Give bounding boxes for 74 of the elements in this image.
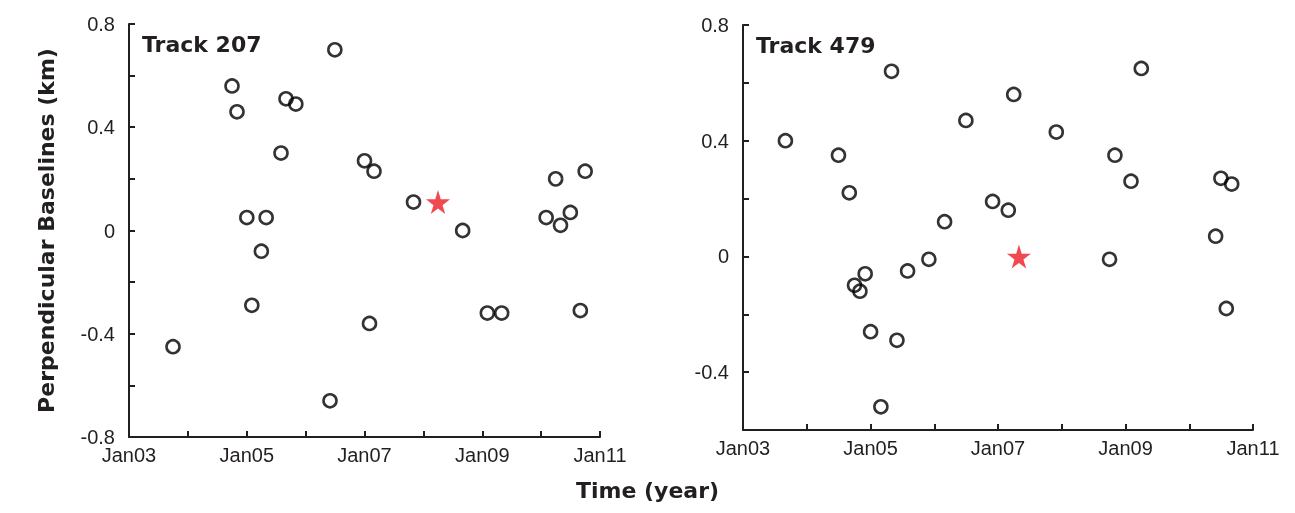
x-tick-label: Jan07 (337, 444, 392, 466)
point (984, 193, 1001, 210)
point (426, 190, 450, 215)
point (538, 209, 554, 226)
point (552, 217, 569, 234)
point (873, 399, 889, 415)
point (244, 297, 260, 314)
x-tick-label: Jan07 (970, 437, 1026, 459)
point (273, 145, 289, 161)
point (278, 91, 294, 107)
point (562, 204, 579, 221)
point (936, 213, 953, 230)
x-tick-label: Jan11 (1226, 437, 1280, 459)
point (1000, 202, 1017, 218)
point (958, 112, 974, 129)
x-tick-label: Jan03 (715, 437, 771, 459)
point (322, 393, 338, 409)
point (1101, 251, 1118, 268)
point (1107, 147, 1123, 163)
point (366, 163, 382, 179)
point (846, 277, 863, 294)
point (572, 302, 589, 319)
point (1213, 170, 1229, 187)
point (361, 315, 378, 332)
y-tick-label: 0.8 (701, 14, 729, 36)
chart-title: Track 479 (756, 32, 876, 58)
x-tick-label: Jan09 (1098, 437, 1153, 459)
x-axis-title: Time (year) (574, 478, 721, 503)
point (852, 283, 868, 299)
point (239, 209, 255, 226)
point (577, 163, 593, 179)
point (165, 338, 181, 355)
point (862, 323, 879, 340)
y-tick-label: 0.8 (87, 13, 115, 35)
point (921, 251, 937, 268)
point (229, 103, 245, 120)
point (288, 96, 304, 112)
point (857, 265, 873, 282)
point (1218, 300, 1235, 317)
y-axis-title: Perpendicular Baselines (km) (33, 48, 59, 413)
point (454, 222, 471, 239)
point (1223, 176, 1240, 192)
y-tick-label: -0.4 (694, 361, 729, 384)
point (1005, 86, 1022, 103)
point (493, 305, 510, 321)
x-tick-label: Jan11 (573, 444, 627, 466)
point (883, 63, 900, 80)
point (356, 153, 373, 169)
point (258, 209, 274, 226)
x-tick-label: Jan05 (843, 437, 898, 459)
y-tick-label: -0.4 (80, 322, 115, 345)
point (224, 78, 240, 94)
point (830, 147, 847, 163)
y-tick-label: 0.4 (701, 129, 729, 152)
point (777, 132, 794, 149)
point (1123, 173, 1139, 190)
x-tick-label: Jan05 (219, 444, 275, 466)
point (1207, 228, 1224, 244)
point (1006, 244, 1031, 269)
point (405, 194, 422, 210)
chart-title: Track 207 (142, 31, 262, 57)
point (1133, 60, 1150, 77)
point (889, 332, 905, 349)
point (1048, 124, 1065, 140)
point (899, 263, 916, 279)
x-tick-label: Jan09 (455, 444, 510, 466)
point (841, 184, 858, 201)
y-tick-label: 0 (717, 245, 729, 268)
y-tick-label: 0.4 (87, 116, 115, 139)
point (547, 171, 564, 187)
point (479, 305, 496, 321)
y-tick-label: 0 (103, 219, 115, 242)
point (327, 42, 343, 58)
point (253, 243, 270, 259)
